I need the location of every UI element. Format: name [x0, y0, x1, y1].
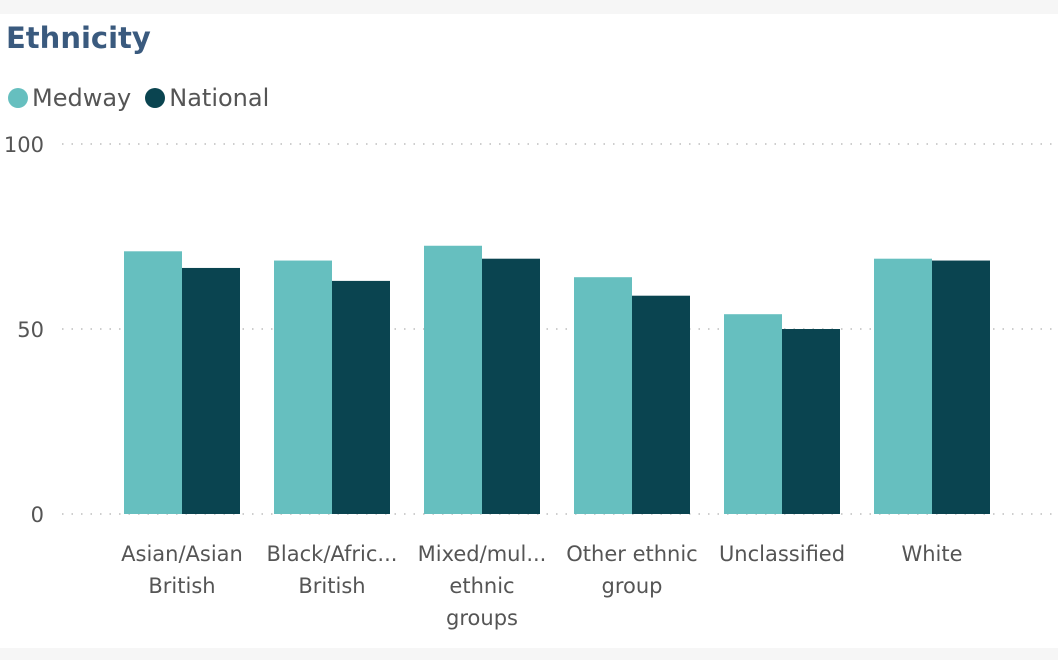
bar-national[interactable] [482, 258, 540, 514]
x-axis: Asian/Asian British Black/Afric... British M… [121, 542, 962, 630]
y-axis: 0 50 100 [4, 133, 44, 527]
legend-marker-national [145, 88, 166, 108]
chart-title: Ethnicity [6, 21, 151, 55]
bar-medway[interactable] [874, 258, 932, 514]
bar-national[interactable] [332, 280, 390, 514]
x-category-label: Other ethnic [566, 542, 697, 566]
x-category-label: ethnic [449, 574, 514, 598]
legend-label-medway: Medway [32, 84, 132, 112]
x-category-label: group [602, 574, 663, 598]
legend-item-medway[interactable]: Medway [8, 84, 131, 112]
x-category-label: Unclassified [719, 542, 845, 566]
x-category-label: Black/Afric... [267, 542, 398, 566]
x-category-label: Asian/Asian [121, 542, 243, 566]
bar-medway[interactable] [724, 314, 782, 514]
x-category-label: British [148, 574, 215, 598]
legend-label-national: National [169, 84, 270, 112]
chart-legend: Medway National [8, 84, 283, 112]
bar-medway[interactable] [274, 260, 332, 514]
y-tick-label: 100 [4, 133, 44, 157]
x-category-label: Mixed/mul... [418, 542, 547, 566]
bar-medway[interactable] [124, 251, 182, 515]
y-tick-label: 0 [31, 503, 44, 527]
y-tick-label: 50 [17, 318, 44, 342]
bar-national[interactable] [182, 267, 240, 514]
legend-marker-medway [8, 88, 28, 108]
bar-medway[interactable] [424, 245, 482, 514]
bar-national[interactable] [932, 260, 990, 514]
x-category-label: White [901, 542, 962, 566]
bar-national[interactable] [632, 295, 690, 514]
bar-national[interactable] [782, 329, 840, 514]
bar-medway[interactable] [574, 277, 632, 514]
x-category-label: British [298, 574, 365, 598]
x-category-label: groups [446, 606, 518, 630]
bars [124, 245, 990, 515]
legend-item-national[interactable]: National [145, 84, 269, 112]
